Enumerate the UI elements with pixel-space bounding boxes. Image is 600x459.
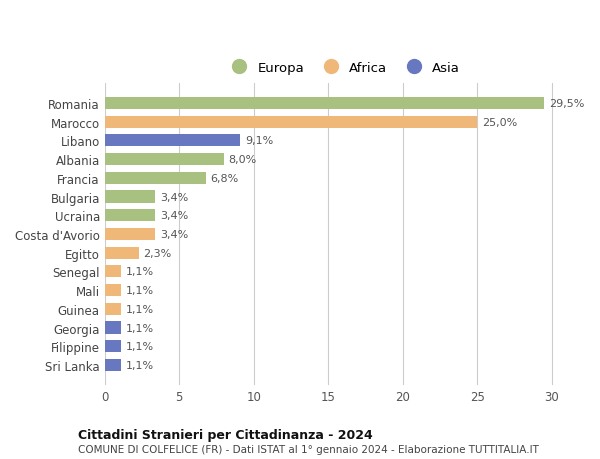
Bar	[105, 172, 206, 185]
Text: 8,0%: 8,0%	[229, 155, 257, 165]
Text: 3,4%: 3,4%	[160, 230, 188, 240]
Text: 1,1%: 1,1%	[125, 323, 154, 333]
Bar	[105, 191, 155, 203]
Bar	[105, 341, 121, 353]
Text: 1,1%: 1,1%	[125, 341, 154, 352]
Bar	[105, 229, 155, 241]
Text: 3,4%: 3,4%	[160, 192, 188, 202]
Text: 1,1%: 1,1%	[125, 267, 154, 277]
Text: 25,0%: 25,0%	[482, 118, 517, 128]
Bar	[105, 303, 121, 315]
Bar	[105, 98, 544, 110]
Text: 3,4%: 3,4%	[160, 211, 188, 221]
Bar	[105, 135, 241, 147]
Text: 1,1%: 1,1%	[125, 304, 154, 314]
Bar	[105, 116, 477, 129]
Text: COMUNE DI COLFELICE (FR) - Dati ISTAT al 1° gennaio 2024 - Elaborazione TUTTITAL: COMUNE DI COLFELICE (FR) - Dati ISTAT al…	[78, 444, 539, 454]
Text: 1,1%: 1,1%	[125, 360, 154, 370]
Text: 9,1%: 9,1%	[245, 136, 273, 146]
Bar	[105, 322, 121, 334]
Text: 1,1%: 1,1%	[125, 285, 154, 296]
Text: 29,5%: 29,5%	[549, 99, 584, 109]
Bar	[105, 266, 121, 278]
Legend: Europa, Africa, Asia: Europa, Africa, Asia	[222, 57, 464, 78]
Bar	[105, 154, 224, 166]
Bar	[105, 210, 155, 222]
Text: 6,8%: 6,8%	[211, 174, 239, 184]
Bar	[105, 359, 121, 371]
Text: Cittadini Stranieri per Cittadinanza - 2024: Cittadini Stranieri per Cittadinanza - 2…	[78, 428, 373, 442]
Text: 2,3%: 2,3%	[143, 248, 172, 258]
Bar	[105, 247, 139, 259]
Bar	[105, 285, 121, 297]
